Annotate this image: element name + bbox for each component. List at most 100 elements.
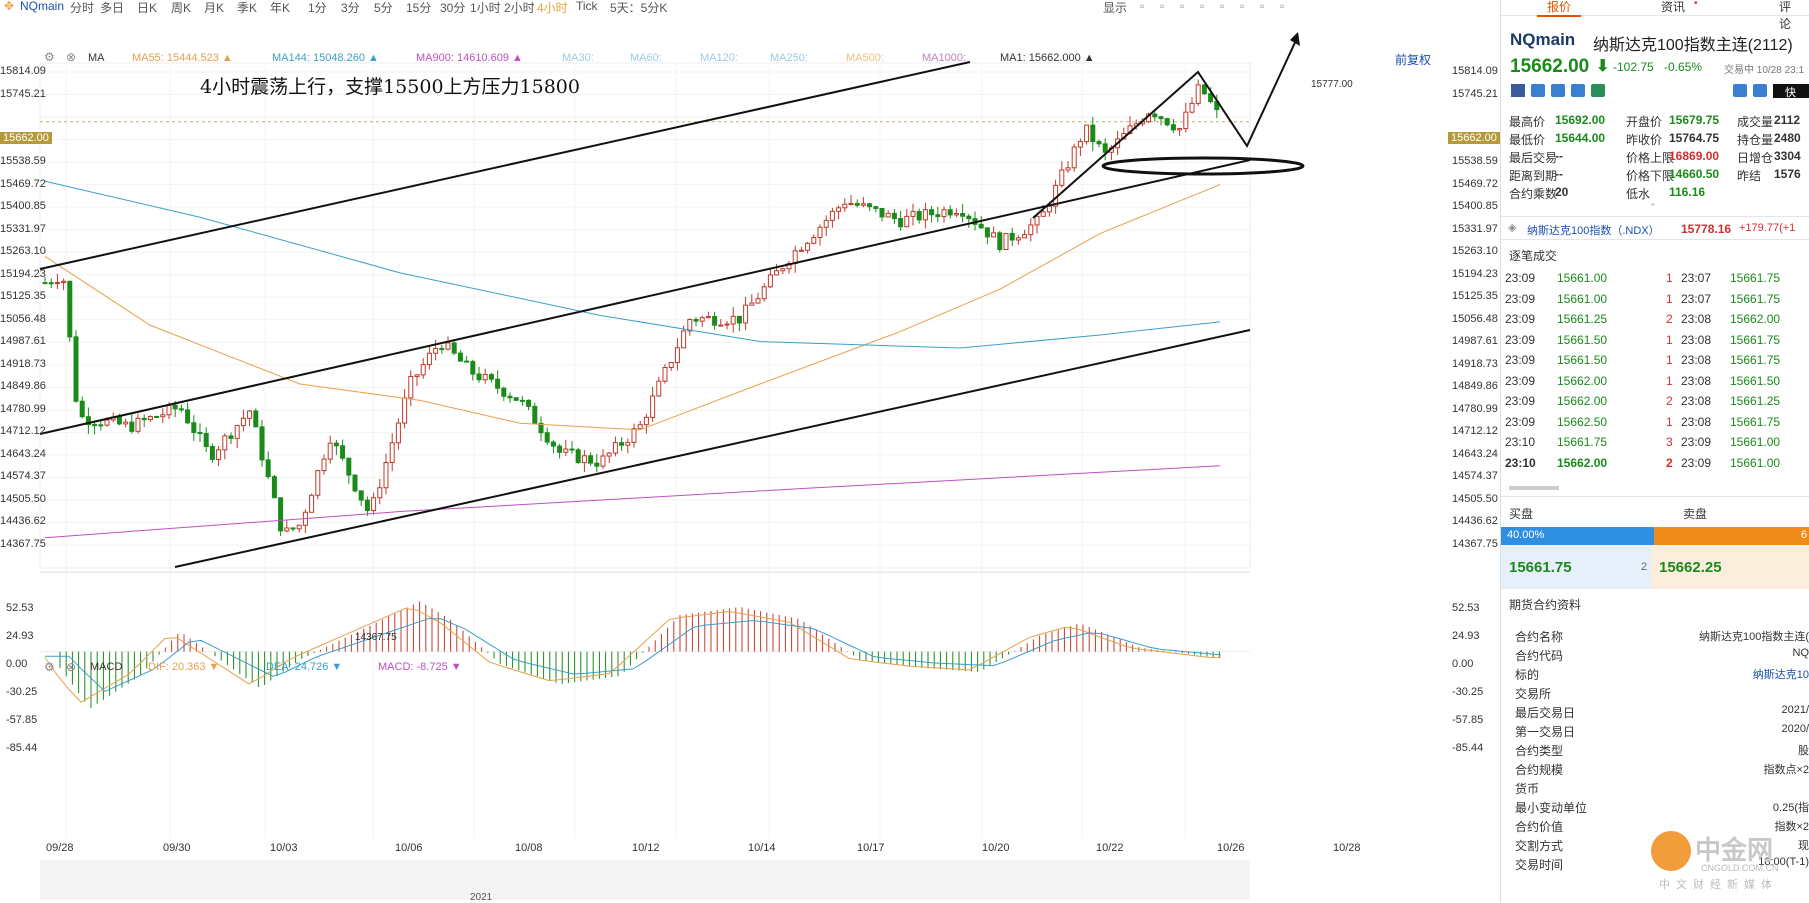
period-7[interactable]: 1分 bbox=[308, 0, 327, 16]
candle-body bbox=[341, 446, 345, 458]
candle-body bbox=[1029, 225, 1033, 235]
candle-body bbox=[192, 423, 196, 433]
candle-body bbox=[384, 463, 388, 488]
collapse-icon[interactable]: ⌃ bbox=[1649, 202, 1657, 213]
time-scrollbar bbox=[40, 860, 1250, 900]
period-6[interactable]: 年K bbox=[270, 0, 290, 16]
buy-label: 买盘 bbox=[1509, 505, 1533, 522]
kline-chart[interactable] bbox=[0, 0, 1500, 902]
contract-value: 股 bbox=[1798, 742, 1809, 758]
candle-body bbox=[49, 283, 53, 284]
ask-box[interactable]: 15662.25 bbox=[1651, 545, 1809, 589]
trade-price: 15662.00 bbox=[1557, 394, 1607, 408]
camera-icon[interactable]: ▫ bbox=[1200, 0, 1204, 13]
candle-body bbox=[998, 233, 1002, 250]
stat-value: -- bbox=[1555, 149, 1563, 163]
info-tool-icon[interactable] bbox=[1571, 84, 1585, 97]
restore-button[interactable]: 前复权 bbox=[1395, 51, 1431, 68]
period-16[interactable]: 5天：5分K bbox=[610, 0, 667, 16]
stat-label: 昨结 bbox=[1737, 167, 1761, 184]
macd-settings-icon[interactable]: ⚙ bbox=[44, 660, 55, 674]
candle-body bbox=[285, 528, 289, 531]
period-9[interactable]: 5分 bbox=[374, 0, 393, 16]
bookmark-icon[interactable]: ▫ bbox=[1280, 0, 1284, 13]
window-icon[interactable]: ▫ bbox=[1180, 0, 1184, 13]
period-15[interactable]: Tick bbox=[576, 0, 598, 13]
down-arrow-icon: ⬇ bbox=[1596, 56, 1609, 76]
y-label: 15194.23 bbox=[0, 268, 46, 280]
bell-icon[interactable] bbox=[1733, 84, 1747, 97]
y-right-label: 15745.21 bbox=[1452, 88, 1498, 100]
tab-news[interactable]: 资讯 bbox=[1651, 0, 1695, 15]
expand-icon[interactable]: ▫ bbox=[1260, 0, 1264, 13]
candle-body bbox=[1078, 142, 1082, 147]
contract-value[interactable]: 纳斯达克10 bbox=[1753, 666, 1809, 682]
index-row[interactable]: ◈ 纳斯达克100指数（.NDX） 15778.16 +179.77(+1 bbox=[1501, 216, 1809, 240]
ma-label-3: MA30: bbox=[562, 52, 594, 64]
trade-time-2: 23:08 bbox=[1681, 312, 1711, 326]
period-8[interactable]: 3分 bbox=[341, 0, 360, 16]
macd-label-1: DEA: 24.726 ▼ bbox=[266, 661, 342, 673]
period-2[interactable]: 日K bbox=[137, 0, 157, 16]
chart-tool-icon[interactable] bbox=[1531, 84, 1545, 97]
period-5[interactable]: 季K bbox=[237, 0, 257, 16]
tab-comments[interactable]: 评论 bbox=[1769, 0, 1809, 32]
macd-y-right-label: -57.85 bbox=[1452, 714, 1483, 726]
contract-value: NQ bbox=[1793, 647, 1809, 659]
ma-indicator-label[interactable]: MA bbox=[88, 52, 105, 64]
y-label: 14987.61 bbox=[0, 335, 46, 347]
trades-scrollbar[interactable] bbox=[1509, 486, 1559, 490]
macd-close-icon[interactable]: ⊗ bbox=[66, 660, 76, 674]
stat-label: 成交量 bbox=[1737, 113, 1773, 130]
trade-tool-icon[interactable] bbox=[1591, 84, 1605, 97]
y-label: 15400.85 bbox=[0, 200, 46, 212]
close-indicator-icon[interactable]: ⊗ bbox=[66, 50, 76, 64]
period-10[interactable]: 15分 bbox=[406, 0, 431, 16]
tab-quote[interactable]: 报价 bbox=[1537, 0, 1581, 17]
ma-label-8: MA1000: bbox=[922, 52, 966, 64]
symbol-label[interactable]: NQmain bbox=[20, 0, 64, 13]
candle-body bbox=[155, 417, 159, 418]
settings-icon[interactable]: ⚙ bbox=[44, 50, 55, 64]
bid-box[interactable]: 15661.75 2 bbox=[1501, 545, 1651, 589]
candle-body bbox=[210, 447, 214, 460]
pen-icon[interactable]: ▫ bbox=[1240, 0, 1244, 13]
sync-icon[interactable]: ▫ bbox=[1220, 0, 1224, 13]
trades-title: 逐笔成交 bbox=[1509, 247, 1557, 264]
period-0[interactable]: 分时 bbox=[70, 0, 94, 16]
alert-tool-icon[interactable] bbox=[1551, 84, 1565, 97]
candle-body bbox=[446, 343, 450, 349]
candle-body bbox=[601, 456, 605, 466]
candle-body bbox=[737, 316, 741, 323]
candle-body bbox=[74, 337, 78, 401]
candle-body bbox=[471, 362, 475, 374]
candle-body bbox=[396, 423, 400, 443]
bookmark-icon[interactable] bbox=[1753, 84, 1767, 97]
period-4[interactable]: 月K bbox=[204, 0, 224, 16]
period-1[interactable]: 多日 bbox=[100, 0, 124, 16]
candle-body bbox=[167, 405, 171, 415]
candle-body bbox=[403, 398, 407, 423]
period-11[interactable]: 30分 bbox=[440, 0, 465, 16]
period-3[interactable]: 周K bbox=[171, 0, 191, 16]
quote-name: 纳斯达克100指数主连(2112) bbox=[1593, 31, 1793, 55]
candle-body bbox=[830, 211, 834, 220]
contract-value: 指数×2 bbox=[1774, 818, 1809, 834]
y-right-label: 15814.09 bbox=[1452, 65, 1498, 77]
period-12[interactable]: 1小时 bbox=[470, 0, 501, 16]
period-14[interactable]: 4小时 bbox=[537, 0, 568, 16]
display-menu[interactable]: 显示 bbox=[1103, 0, 1127, 16]
index-name[interactable]: 纳斯达克100指数（.NDX） bbox=[1527, 222, 1660, 238]
candle-body bbox=[564, 449, 568, 452]
period-13[interactable]: 2小时 bbox=[504, 0, 535, 16]
copy-icon[interactable]: ▫ bbox=[1160, 0, 1164, 13]
quick-trade-button[interactable]: 快 bbox=[1773, 84, 1809, 98]
candle-body bbox=[750, 303, 754, 305]
macd-indicator-label[interactable]: MACD bbox=[90, 661, 122, 673]
gear-icon[interactable]: ▫ bbox=[1140, 0, 1144, 13]
move-tool-icon[interactable]: ✥ bbox=[4, 0, 14, 13]
candle-body bbox=[434, 348, 438, 353]
contract-label: 合约价值 bbox=[1515, 818, 1563, 835]
trade-qty: 1 bbox=[1666, 353, 1673, 367]
